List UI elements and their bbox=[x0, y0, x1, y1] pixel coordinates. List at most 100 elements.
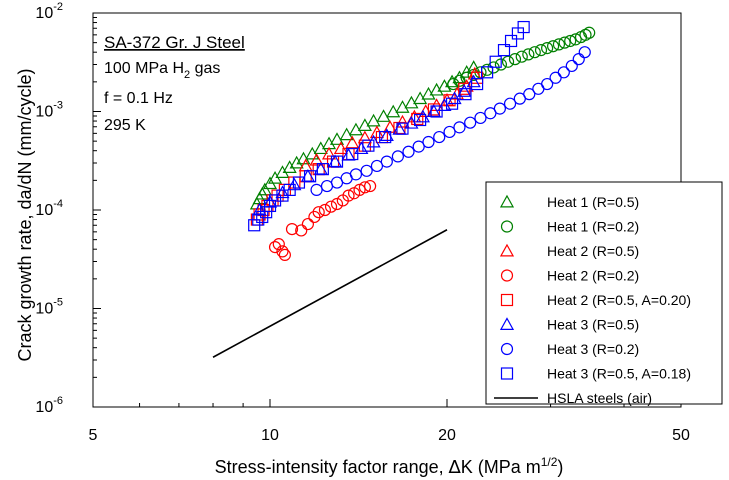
circle-point bbox=[412, 140, 425, 153]
triangle-point bbox=[282, 160, 297, 173]
circle-point bbox=[464, 116, 477, 129]
tick-labels: 5 10 20 50 10-6 10-5 10-4 10-3 10-2 bbox=[35, 1, 690, 444]
circle-point bbox=[572, 53, 585, 66]
circle-point bbox=[583, 26, 596, 39]
circle-point bbox=[481, 63, 494, 76]
triangle-point bbox=[345, 135, 360, 149]
series-1 bbox=[447, 26, 596, 91]
circle-point bbox=[552, 38, 566, 51]
legend-label: Heat 3 (R=0.2) bbox=[547, 341, 639, 357]
square-point bbox=[268, 194, 282, 207]
legend-label: Heat 2 (R=0.5, A=0.20) bbox=[547, 292, 691, 308]
legend-entry: HSLA steels (air) bbox=[494, 390, 652, 406]
y-tick-label: 10-2 bbox=[35, 1, 63, 22]
circle-point bbox=[541, 77, 554, 91]
legend-label: Heat 3 (R=0.5, A=0.18) bbox=[547, 366, 691, 382]
circle-point bbox=[508, 53, 522, 66]
frequency-label: f = 0.1 Hz bbox=[104, 90, 173, 107]
y-tick-label: 10-3 bbox=[35, 100, 63, 121]
circle-point bbox=[380, 155, 393, 168]
axis-ticks bbox=[92, 12, 682, 408]
legend-entry: Heat 2 (R=0.5, A=0.20) bbox=[500, 292, 691, 308]
legend-entry: Heat 2 (R=0.5) bbox=[499, 243, 639, 259]
legend-label: Heat 2 (R=0.2) bbox=[547, 268, 639, 284]
legend-entry: Heat 3 (R=0.5) bbox=[499, 317, 639, 333]
circle-point bbox=[364, 179, 377, 193]
square-point bbox=[303, 170, 317, 183]
triangle-point bbox=[366, 113, 381, 127]
y-tick-label: 10-5 bbox=[35, 297, 63, 318]
circle-point bbox=[578, 46, 591, 59]
triangle-point bbox=[457, 84, 472, 97]
square-point bbox=[330, 155, 344, 168]
circle-point bbox=[391, 150, 404, 163]
circle-point bbox=[278, 248, 291, 262]
circle-point bbox=[546, 40, 560, 53]
circle-point bbox=[320, 179, 334, 193]
triangle-point bbox=[252, 202, 267, 216]
circle-point bbox=[534, 44, 548, 57]
triangle-point bbox=[341, 147, 356, 161]
circle-point bbox=[503, 97, 517, 110]
legend-entry: Heat 1 (R=0.5) bbox=[499, 194, 639, 210]
circle-point bbox=[285, 222, 299, 236]
circle-point bbox=[433, 130, 446, 144]
circle-point bbox=[318, 203, 332, 217]
circle-point bbox=[268, 241, 282, 254]
circle-point bbox=[474, 111, 487, 125]
triangle-point bbox=[289, 155, 304, 169]
square-point bbox=[517, 20, 530, 34]
hsla-trend-line bbox=[212, 229, 448, 358]
triangle-point bbox=[413, 91, 428, 105]
square-point bbox=[497, 44, 511, 57]
circle-point bbox=[515, 50, 528, 63]
circle-point bbox=[443, 125, 456, 139]
legend-label: HSLA steels (air) bbox=[547, 390, 652, 406]
triangle-point bbox=[382, 120, 398, 133]
legend: Heat 1 (R=0.5) Heat 1 (R=0.2) Heat 2 (R=0.… bbox=[485, 181, 723, 406]
legend-entry: Heat 1 (R=0.2) bbox=[500, 219, 639, 235]
circle-point bbox=[312, 206, 325, 219]
triangle-point bbox=[275, 185, 290, 199]
circle-point bbox=[295, 224, 308, 237]
circle-point bbox=[358, 181, 371, 194]
triangle-point bbox=[309, 152, 324, 166]
square-point bbox=[414, 113, 427, 127]
triangle-point bbox=[357, 118, 372, 131]
triangle-point bbox=[257, 182, 272, 196]
conditions-annotation: SA-372 Gr. J Steel 100 MPa H2 gas f = 0.… bbox=[104, 33, 245, 134]
circle-point bbox=[453, 121, 466, 134]
circle-point bbox=[308, 210, 321, 224]
triangle-point bbox=[404, 95, 419, 109]
circle-point bbox=[569, 33, 582, 46]
circle-point bbox=[272, 238, 285, 251]
circle-point bbox=[310, 183, 323, 196]
circle-point bbox=[565, 59, 578, 73]
square-point bbox=[430, 105, 443, 118]
triangle-point bbox=[395, 100, 410, 113]
triangle-point bbox=[376, 109, 391, 122]
legend-triangle-symbol bbox=[499, 194, 515, 208]
square-point bbox=[481, 66, 494, 79]
square-point bbox=[470, 77, 484, 91]
circle-point bbox=[557, 66, 570, 79]
triangle-point bbox=[379, 128, 394, 141]
circle-point bbox=[564, 34, 577, 48]
square-point bbox=[260, 206, 273, 219]
triangle-point bbox=[327, 154, 343, 168]
data-series bbox=[212, 20, 596, 358]
square-point bbox=[459, 88, 472, 101]
triangle-point bbox=[466, 74, 481, 88]
y-tick-label: 10-4 bbox=[35, 198, 63, 219]
circle-point bbox=[330, 197, 344, 211]
y-tick-label: 10-6 bbox=[35, 395, 63, 416]
x-tick-label: 5 bbox=[89, 427, 98, 444]
triangle-point bbox=[437, 98, 452, 111]
circle-point bbox=[301, 217, 315, 231]
x-tick-label: 20 bbox=[438, 427, 456, 444]
triangle-point bbox=[421, 86, 436, 100]
circle-point bbox=[370, 159, 384, 173]
square-point bbox=[283, 183, 296, 196]
square-point bbox=[316, 163, 329, 176]
